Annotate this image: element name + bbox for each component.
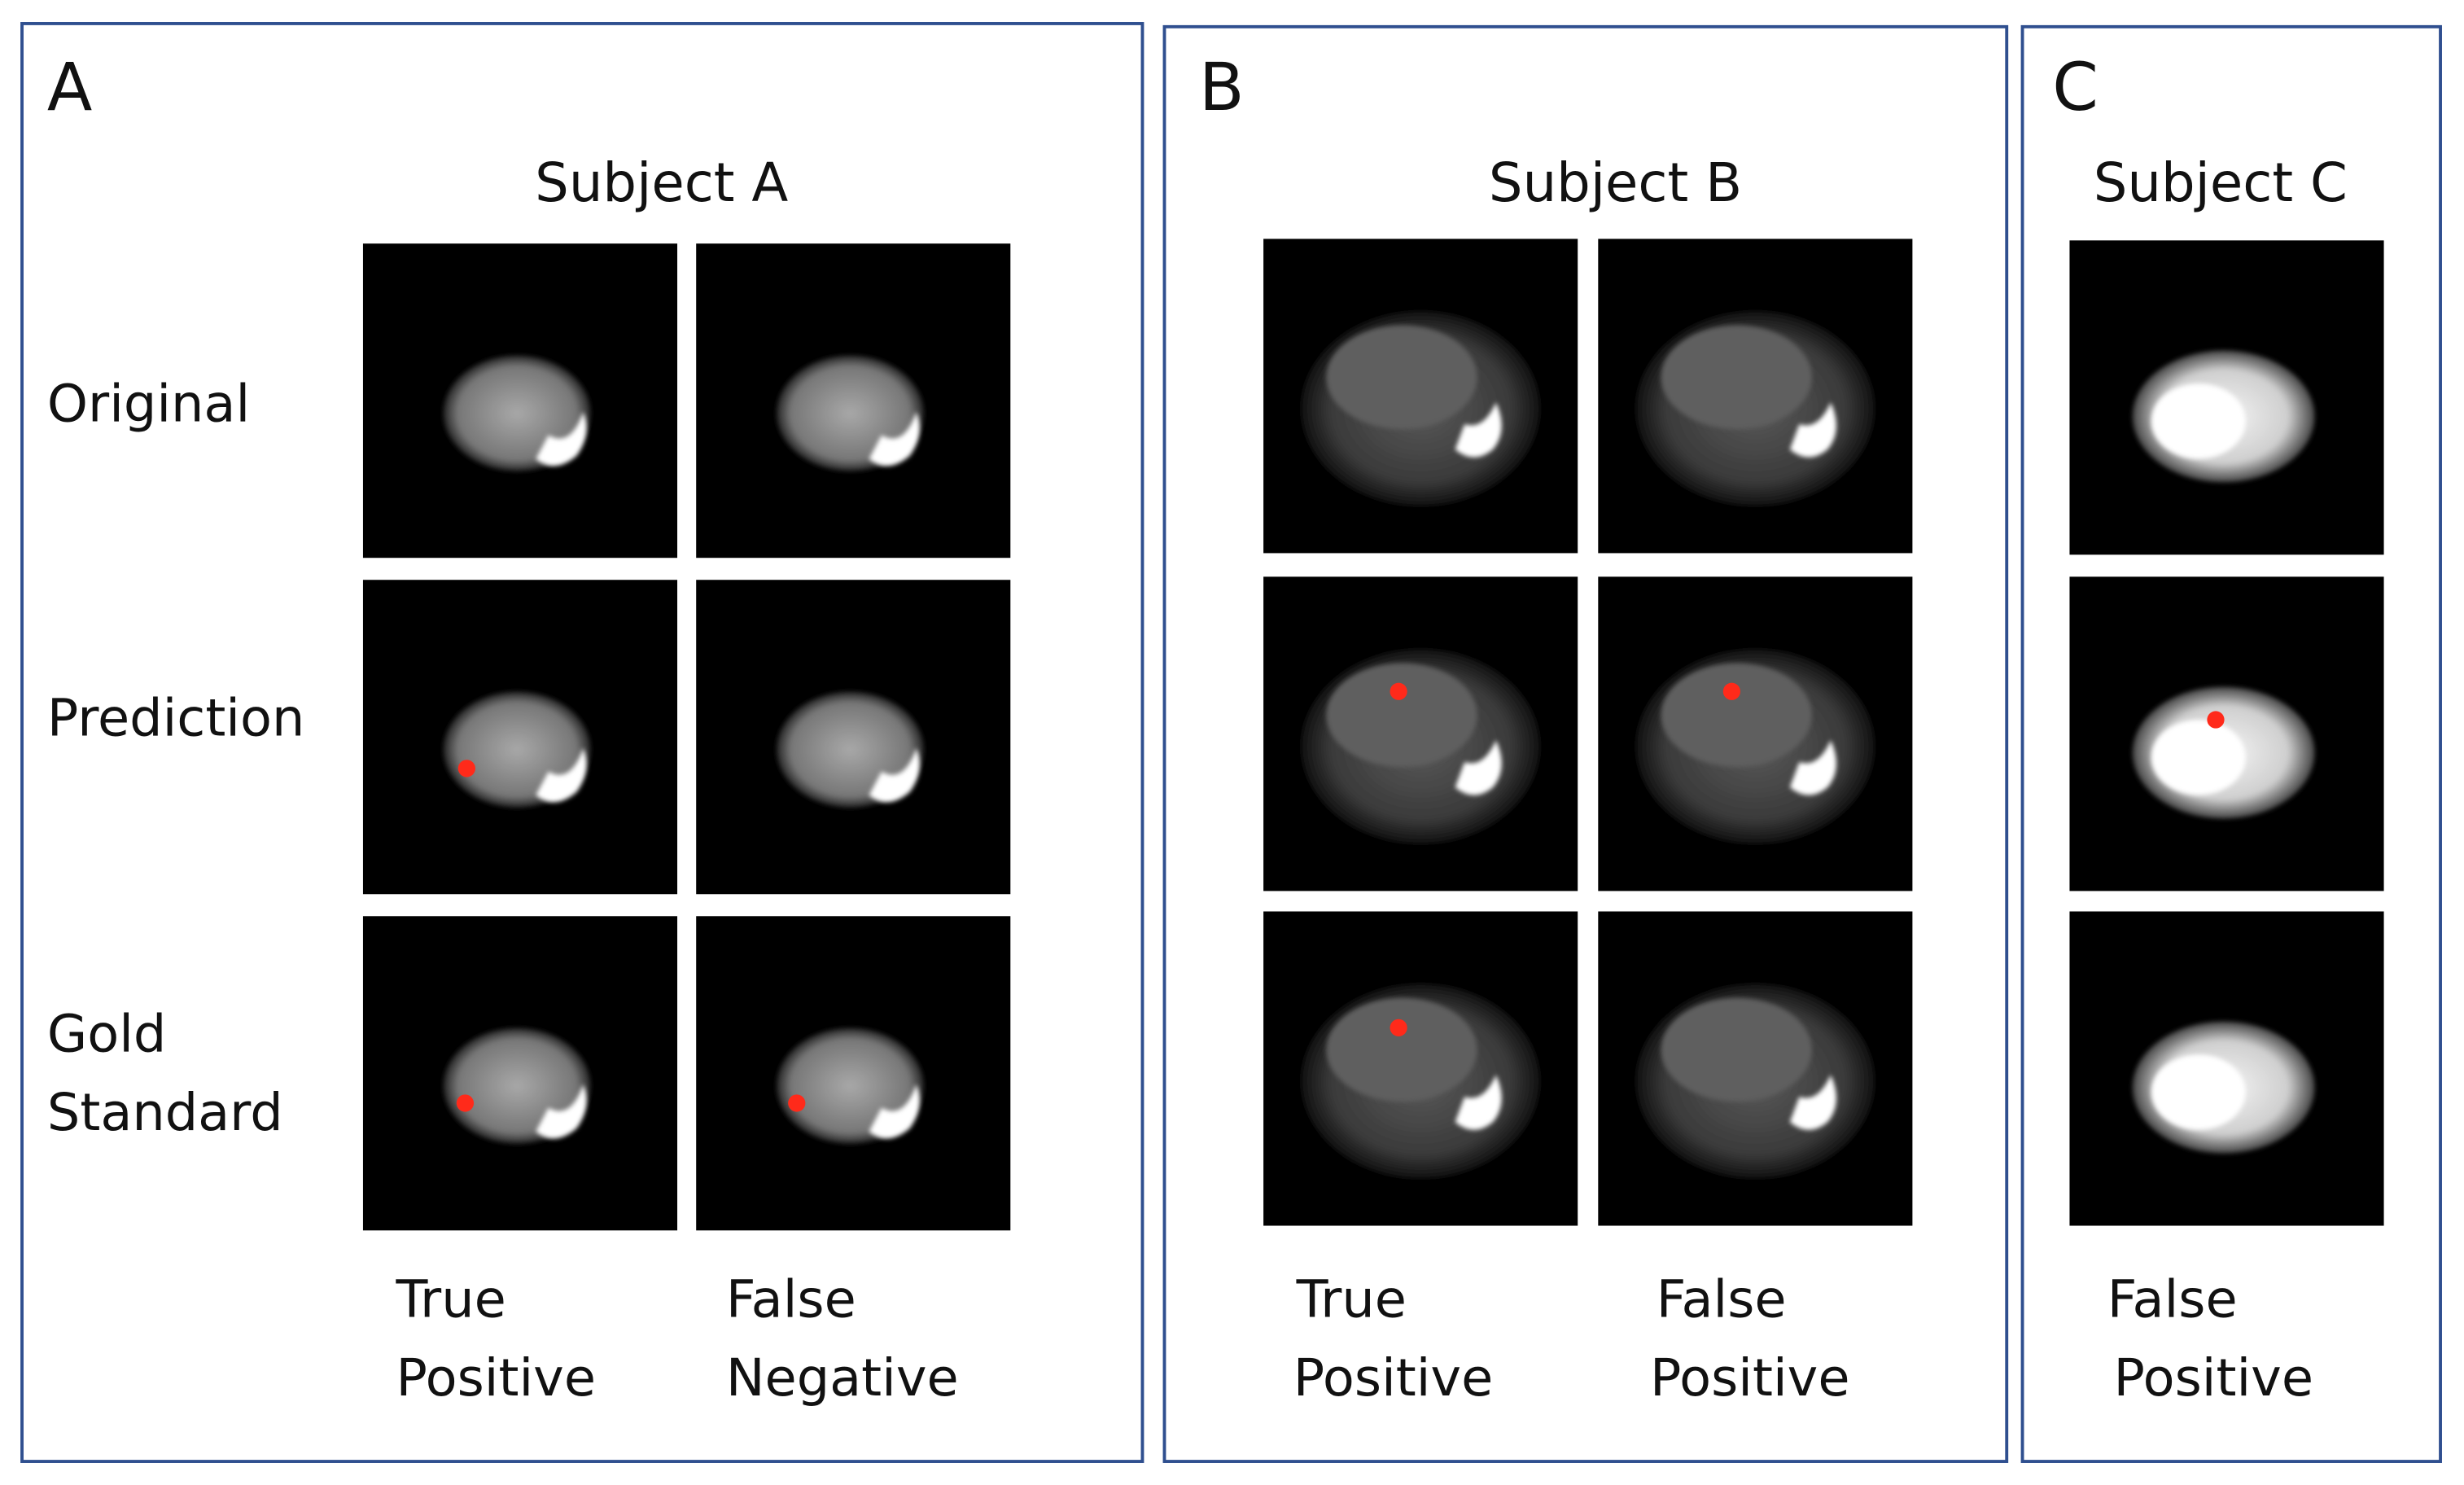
- row-label: Standard: [47, 1083, 283, 1143]
- lesion-marker: [1390, 682, 1407, 700]
- lesion-marker: [1722, 682, 1741, 700]
- row-label: Original: [47, 374, 250, 434]
- bright-spot: [2151, 383, 2246, 459]
- bright-spot: [1789, 1075, 1836, 1130]
- lesion-marker: [788, 1094, 806, 1112]
- bright-spot: [869, 747, 920, 803]
- lesion-marker: [1390, 1018, 1407, 1036]
- bright-spot: [869, 1084, 920, 1139]
- column-caption: Positive: [396, 1348, 596, 1408]
- panel-letter: C: [2052, 50, 2099, 126]
- subject-title: Subject B: [1489, 152, 1742, 214]
- organ: [1661, 325, 1812, 429]
- panel-frame: [20, 22, 1144, 1463]
- organ: [1326, 997, 1477, 1102]
- organ: [1326, 663, 1477, 767]
- subject-title: Subject A: [535, 152, 788, 214]
- subject-title: Subject C: [2094, 152, 2348, 214]
- column-caption: Negative: [726, 1348, 959, 1408]
- bright-spot: [1455, 402, 1502, 458]
- lesion-marker: [2207, 711, 2225, 729]
- column-caption: True: [1296, 1269, 1407, 1329]
- bright-spot: [2151, 1054, 2246, 1130]
- row-label: Prediction: [47, 688, 304, 748]
- lesion-marker: [456, 1094, 475, 1112]
- bright-spot: [2151, 720, 2246, 795]
- bright-spot: [536, 1084, 587, 1139]
- bright-spot: [1789, 402, 1836, 458]
- column-caption: False: [1657, 1269, 1787, 1329]
- panel-letter: B: [1199, 50, 1245, 126]
- column-caption: False: [2107, 1269, 2238, 1329]
- bright-spot: [1455, 740, 1502, 795]
- panel-frame: [2020, 24, 2442, 1463]
- bright-spot: [536, 747, 587, 803]
- panel-frame: [1162, 24, 2009, 1463]
- column-caption: Positive: [1650, 1348, 1850, 1408]
- bright-spot: [1789, 740, 1836, 795]
- organ: [1326, 325, 1477, 429]
- column-caption: Positive: [2114, 1348, 2314, 1408]
- bright-spot: [1455, 1075, 1502, 1130]
- bright-spot: [869, 411, 920, 467]
- column-caption: True: [395, 1269, 505, 1329]
- row-label: Gold: [47, 1004, 166, 1064]
- organ: [1661, 997, 1812, 1102]
- bright-spot: [536, 411, 587, 467]
- column-caption: Positive: [1293, 1348, 1494, 1408]
- panel-letter: A: [47, 50, 92, 126]
- lesion-marker: [457, 760, 475, 778]
- organ: [1661, 663, 1812, 767]
- column-caption: False: [726, 1269, 856, 1329]
